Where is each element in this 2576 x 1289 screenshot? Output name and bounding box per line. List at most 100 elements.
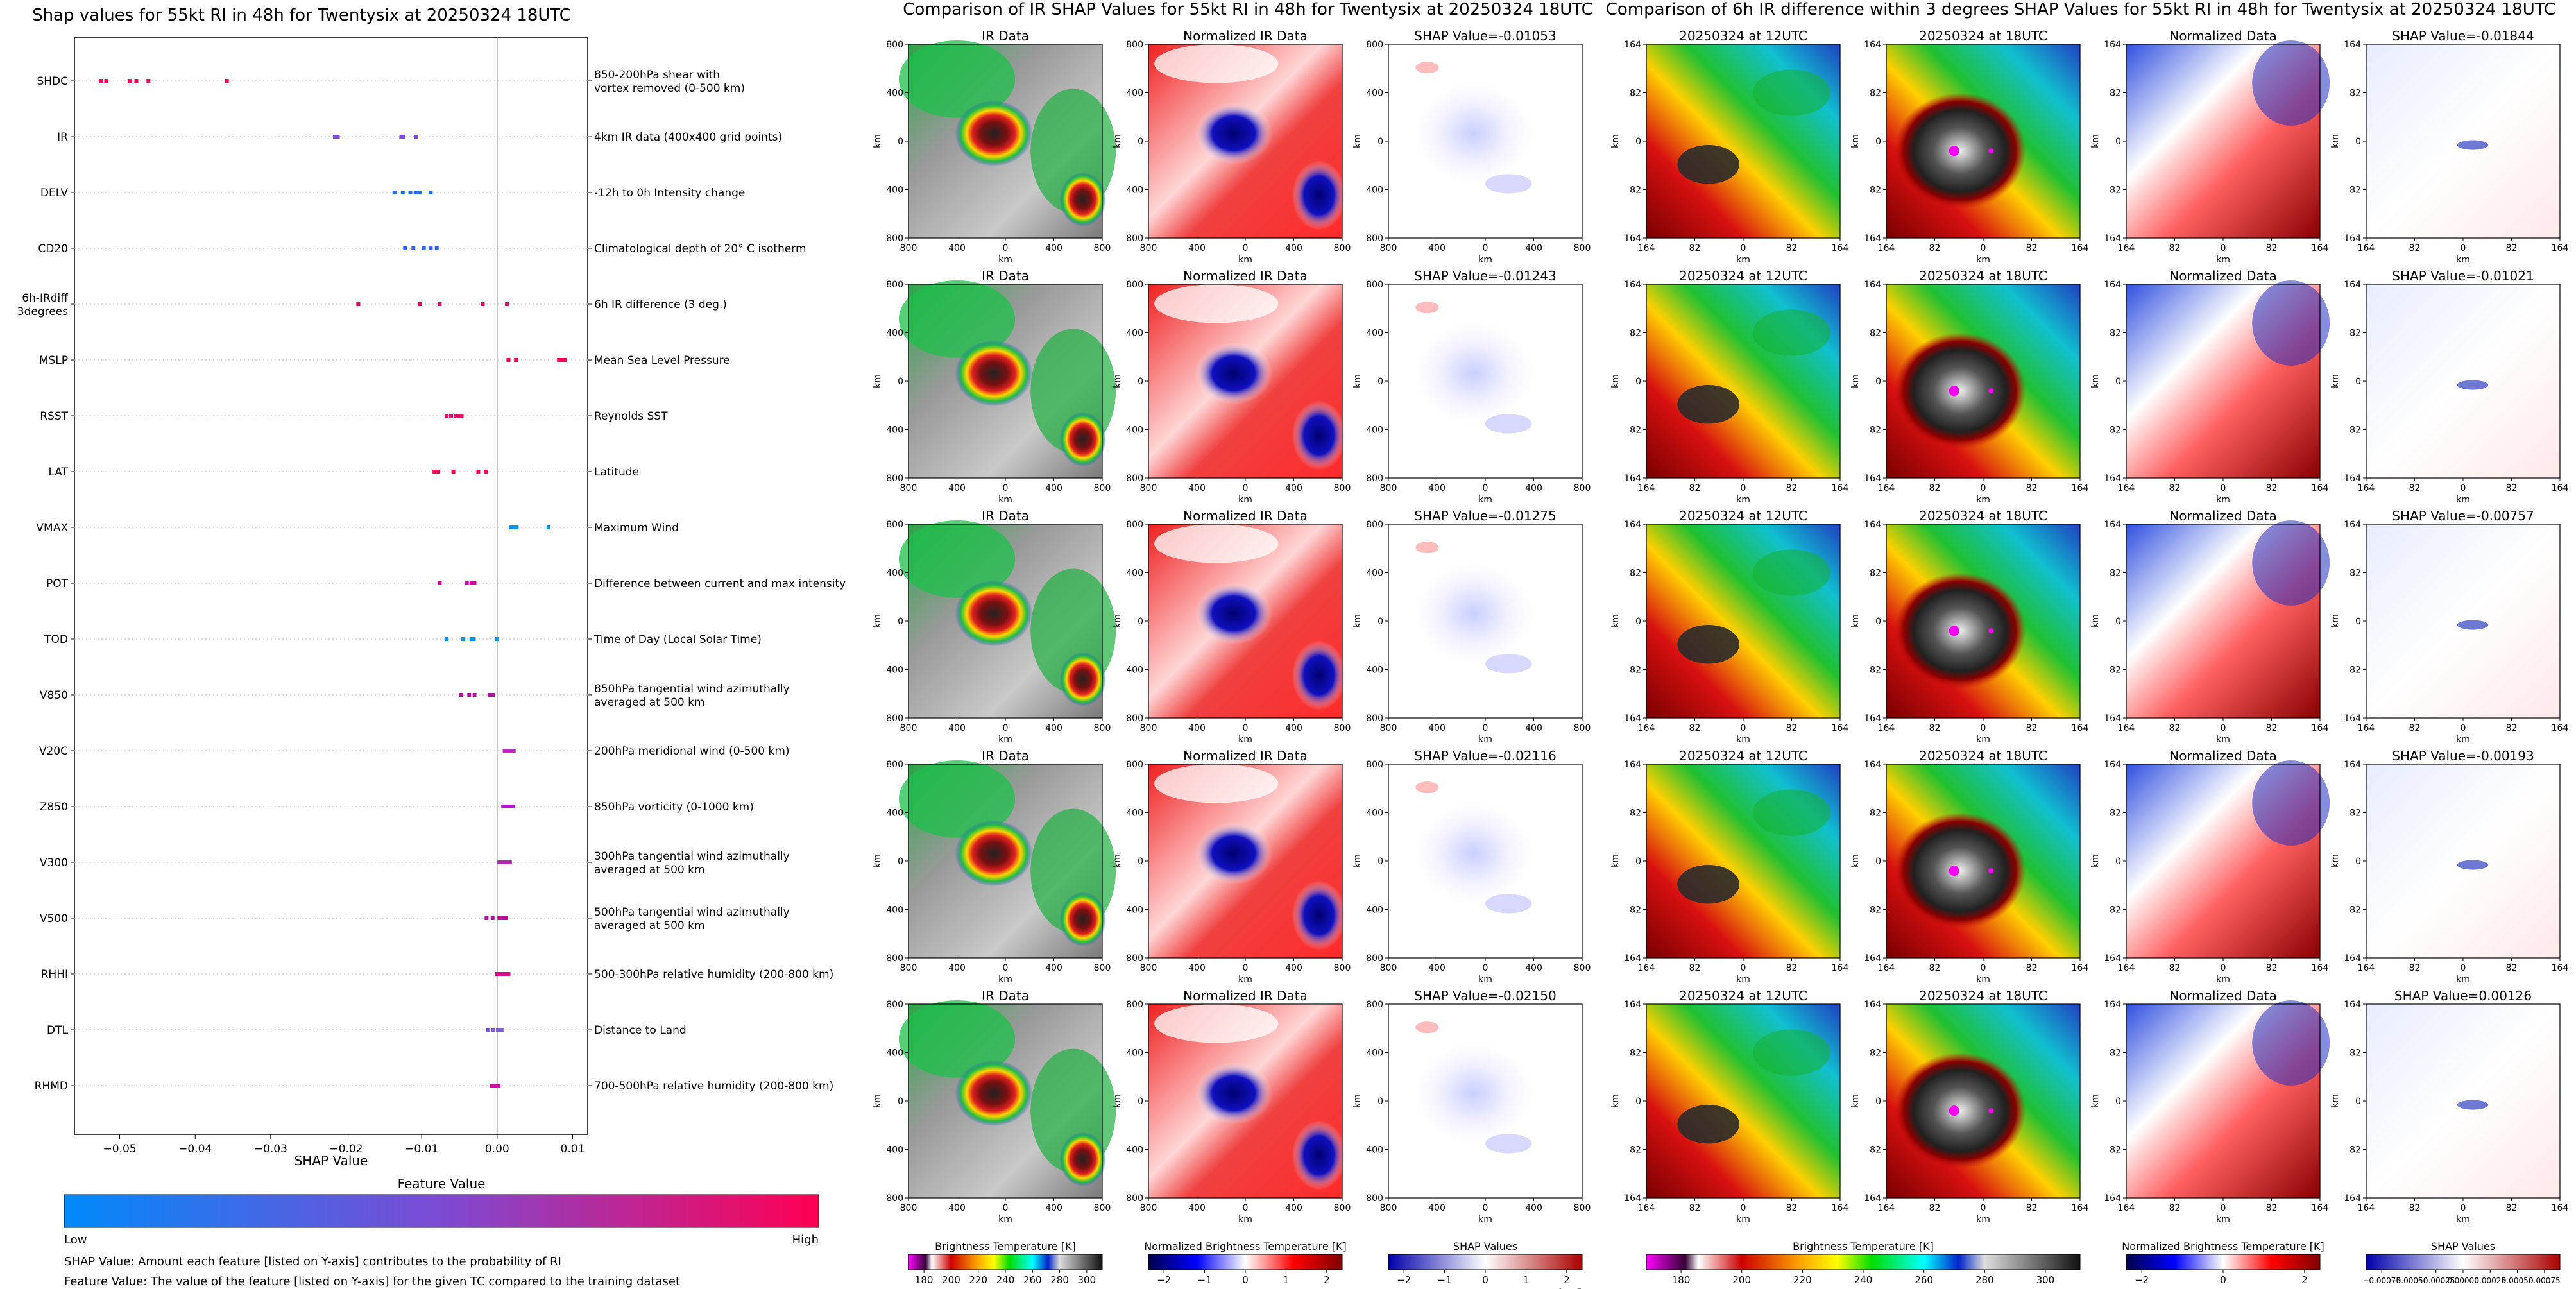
- image-panel-r4-c3: SHAP Value=-0.02116800800400400004004008…: [1352, 748, 1591, 985]
- shap-point: [356, 302, 361, 306]
- shap-point: [499, 1028, 504, 1032]
- colorbar-tick-label: 2: [1324, 1274, 1330, 1286]
- y-tick-label: 400: [886, 1048, 903, 1059]
- overshooting-top: [1988, 148, 1994, 154]
- shap-diff-feature: [2457, 860, 2489, 870]
- feature-description: 500-300hPa relative humidity (200-800 km…: [594, 968, 833, 981]
- x-tick-label: 82: [2266, 963, 2278, 973]
- shap-point: [432, 470, 437, 474]
- x-tick-label: 164: [2072, 243, 2089, 253]
- shap-point: [505, 749, 509, 753]
- y-tick-label: 400: [1366, 568, 1383, 579]
- y-tick-label: 0: [898, 617, 903, 627]
- x-axis-label: km: [2456, 255, 2470, 265]
- y-axis-label: km: [1113, 1094, 1123, 1108]
- panel-title: 20250324 at 12UTC: [1679, 988, 1807, 1003]
- panel-title: 20250324 at 18UTC: [1919, 268, 2047, 284]
- normalized-core: [1195, 102, 1273, 165]
- feature-label: RHHI: [41, 968, 68, 981]
- x-tick-label: 400: [948, 483, 966, 493]
- y-tick-label: 0: [2115, 377, 2121, 387]
- panel-title: SHAP Value=-0.00193: [2392, 748, 2534, 764]
- x-axis-label: km: [1736, 1215, 1750, 1225]
- colorbar-tick-label: 2: [1564, 1274, 1570, 1286]
- y-tick-label: 400: [1126, 185, 1143, 196]
- panel-title: 20250324 at 12UTC: [1679, 508, 1807, 524]
- x-tick-label: 0: [2461, 723, 2466, 733]
- feature-colorbar: [64, 1194, 819, 1228]
- y-tick-label: 0: [1378, 377, 1383, 387]
- feature-description: Difference between current and max inten…: [594, 577, 846, 590]
- x-tick-label: 164: [2072, 483, 2089, 493]
- feature-description: averaged at 500 km: [594, 864, 705, 876]
- colorbar-tick-label: 0.00050: [2502, 1276, 2534, 1285]
- y-tick-label: 0: [898, 857, 903, 867]
- y-tick-label: 82: [1630, 808, 1641, 819]
- x-tick-label: 400: [1188, 723, 1206, 733]
- colorbar-tick-label: 300: [2036, 1274, 2055, 1286]
- overshooting-top: [1949, 1105, 1959, 1116]
- x-axis-label: km: [2456, 735, 2470, 745]
- feature-description: 700-500hPa relative humidity (200-800 km…: [594, 1080, 833, 1093]
- x-tick-label: 0: [2461, 1203, 2466, 1213]
- y-tick-label: 82: [1870, 329, 1881, 339]
- beeswarm-axes: [74, 37, 588, 1135]
- y-tick-label: 0: [1378, 617, 1383, 627]
- feature-description: Mean Sea Level Pressure: [594, 354, 730, 367]
- cold-cloud: [1677, 145, 1739, 184]
- cold-cloud: [1677, 385, 1739, 424]
- y-tick-label: 0: [2115, 1097, 2121, 1107]
- normalized-cloud: [1154, 524, 1279, 563]
- y-tick-label: 164: [2104, 520, 2121, 530]
- x-tick-label: 0: [1483, 243, 1488, 253]
- ir-cloud-band: [898, 760, 1016, 838]
- shap-point: [434, 246, 439, 250]
- y-tick-label: 82: [2110, 905, 2121, 916]
- feature-row-pot: POT Difference between current and max in…: [46, 577, 846, 590]
- feature-description: 6h IR difference (3 deg.): [594, 298, 727, 311]
- feature-description: Maximum Wind: [594, 522, 679, 534]
- x-tick-label: 800: [1140, 243, 1157, 253]
- normalized-core: [1195, 1062, 1273, 1125]
- shap-point: [436, 470, 441, 474]
- image-panel-r5-c7: SHAP Value=0.001261641648282008282164164…: [2330, 988, 2568, 1225]
- feature-colorbar-low: Low: [64, 1233, 87, 1247]
- x-tick-label: 800: [1574, 1203, 1591, 1213]
- y-tick-label: 164: [2104, 40, 2121, 50]
- y-axis-label: km: [2330, 134, 2341, 148]
- shap-point: [492, 1084, 497, 1088]
- x-tick-label: 82: [1786, 1203, 1798, 1213]
- x-tick-label: 0: [1003, 243, 1009, 253]
- y-tick-label: 0: [1138, 857, 1143, 867]
- x-tick-label: 82: [2026, 723, 2038, 733]
- shap-point: [507, 749, 511, 753]
- panel-title: SHAP Value=-0.01844: [2392, 28, 2534, 44]
- cloud-band: [1753, 69, 1830, 116]
- x-tick-label: 0: [1741, 483, 1746, 493]
- x-tick-label: 164: [1638, 1203, 1655, 1213]
- shap-point: [496, 1028, 500, 1032]
- normalized-cloud: [1154, 44, 1279, 83]
- y-axis-label: km: [2330, 1094, 2341, 1108]
- shap-point: [146, 79, 151, 83]
- y-tick-label: 82: [1630, 568, 1641, 579]
- y-axis-label: km: [1610, 854, 1621, 868]
- feature-label: V20C: [39, 745, 68, 758]
- feature-label: SHDC: [37, 75, 68, 88]
- x-tick-label: 0: [2221, 723, 2226, 733]
- x-tick-label: 800: [900, 243, 917, 253]
- colorbar-gradient: [1388, 1254, 1583, 1270]
- x-axis-label: km: [1238, 255, 1252, 265]
- shap-point: [454, 414, 458, 418]
- overshooting-top: [1949, 866, 1959, 876]
- shap-point: [495, 637, 499, 641]
- y-tick-label: 82: [1870, 905, 1881, 916]
- y-tick-label: 82: [2110, 185, 2121, 196]
- y-tick-label: 800: [1126, 40, 1143, 50]
- shap-blob: [1485, 894, 1532, 914]
- shap-point: [451, 470, 456, 474]
- shap-point: [504, 916, 508, 920]
